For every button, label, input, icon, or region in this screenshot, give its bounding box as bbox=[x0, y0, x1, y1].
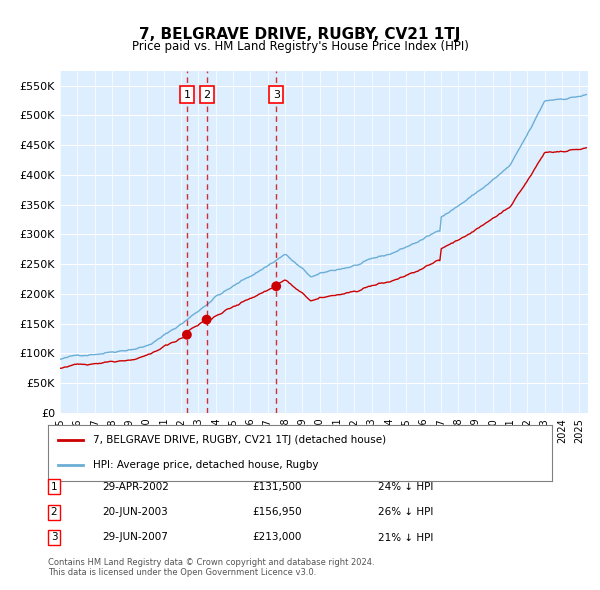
Text: 1: 1 bbox=[50, 482, 58, 491]
Text: HPI: Average price, detached house, Rugby: HPI: Average price, detached house, Rugb… bbox=[94, 460, 319, 470]
Text: 2: 2 bbox=[203, 90, 210, 100]
Text: 21% ↓ HPI: 21% ↓ HPI bbox=[378, 533, 433, 542]
Text: 1: 1 bbox=[184, 90, 190, 100]
Text: £156,950: £156,950 bbox=[252, 507, 302, 517]
Text: £131,500: £131,500 bbox=[252, 482, 302, 491]
Text: 3: 3 bbox=[50, 533, 58, 542]
Point bbox=[202, 315, 211, 324]
Text: 26% ↓ HPI: 26% ↓ HPI bbox=[378, 507, 433, 517]
Text: 29-APR-2002: 29-APR-2002 bbox=[102, 482, 169, 491]
Point bbox=[271, 281, 281, 291]
Text: 20-JUN-2003: 20-JUN-2003 bbox=[102, 507, 168, 517]
Text: Contains HM Land Registry data © Crown copyright and database right 2024.
This d: Contains HM Land Registry data © Crown c… bbox=[48, 558, 374, 577]
Text: 7, BELGRAVE DRIVE, RUGBY, CV21 1TJ: 7, BELGRAVE DRIVE, RUGBY, CV21 1TJ bbox=[139, 27, 461, 41]
Point bbox=[182, 330, 191, 339]
Text: £213,000: £213,000 bbox=[252, 533, 301, 542]
Text: 29-JUN-2007: 29-JUN-2007 bbox=[102, 533, 168, 542]
Text: 24% ↓ HPI: 24% ↓ HPI bbox=[378, 482, 433, 491]
Text: 7, BELGRAVE DRIVE, RUGBY, CV21 1TJ (detached house): 7, BELGRAVE DRIVE, RUGBY, CV21 1TJ (deta… bbox=[94, 435, 386, 445]
Text: 2: 2 bbox=[50, 507, 58, 517]
Text: 3: 3 bbox=[273, 90, 280, 100]
Text: Price paid vs. HM Land Registry's House Price Index (HPI): Price paid vs. HM Land Registry's House … bbox=[131, 40, 469, 53]
